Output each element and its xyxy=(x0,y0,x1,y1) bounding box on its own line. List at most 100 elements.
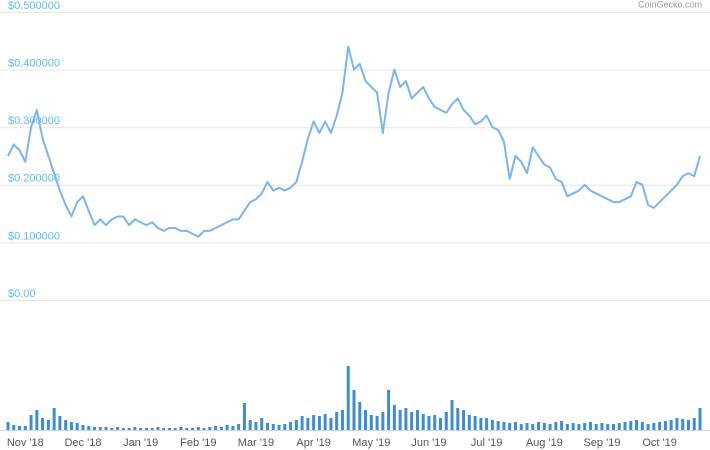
volume-bar xyxy=(260,418,264,430)
x-tick-label: May '19 xyxy=(352,437,390,449)
volume-bar xyxy=(167,428,171,430)
x-tick-label: Nov '18 xyxy=(7,437,44,449)
volume-bar xyxy=(439,418,442,430)
volume-bar xyxy=(248,420,252,430)
volume-bar xyxy=(692,418,696,430)
volume-bar xyxy=(560,421,564,430)
volume-bar xyxy=(64,420,68,430)
x-tick-label: Oct '19 xyxy=(642,437,677,449)
volume-bar xyxy=(144,428,148,430)
volume-bar xyxy=(427,416,431,430)
volume-bar xyxy=(156,427,160,430)
x-tick-label: Sep '19 xyxy=(583,437,620,449)
y-tick-label: $0.500000 xyxy=(8,0,60,12)
volume-bar xyxy=(421,414,425,430)
volume-bar xyxy=(369,415,373,430)
volume-bar xyxy=(173,428,177,430)
volume-bar xyxy=(225,425,229,430)
volume-bar xyxy=(640,422,644,430)
volume-bar xyxy=(364,410,368,430)
volume-bar xyxy=(35,410,39,430)
volume-bar xyxy=(323,414,327,430)
volume-bar xyxy=(254,422,258,430)
volume-bar xyxy=(387,390,391,430)
volume-bar xyxy=(571,423,575,430)
volume-bar xyxy=(242,403,246,430)
volume-bar xyxy=(577,424,581,430)
volume-bar xyxy=(277,425,281,430)
volume-bar xyxy=(594,424,598,430)
y-tick-label: $0.200000 xyxy=(8,173,60,185)
volume-bar xyxy=(531,424,535,430)
x-tick-label: Dec '18 xyxy=(64,437,101,449)
volume-bar xyxy=(663,421,667,430)
volume-bar xyxy=(75,423,79,430)
volume-bar xyxy=(12,425,16,430)
volume-bar xyxy=(23,426,27,430)
volume-bar xyxy=(375,416,379,430)
x-tick-label: Apr '19 xyxy=(296,437,331,449)
volume-bar xyxy=(519,424,523,430)
volume-bar xyxy=(104,427,108,430)
volume-bar xyxy=(537,422,541,430)
volume-bar xyxy=(686,420,690,430)
volume-bar xyxy=(87,426,91,430)
volume-bar xyxy=(450,400,454,430)
volume-bar xyxy=(116,427,120,430)
volume-bar xyxy=(208,427,212,430)
volume-bar xyxy=(271,424,275,430)
x-tick-label: Aug '19 xyxy=(526,437,563,449)
volume-bar xyxy=(150,428,154,430)
y-tick-label: $0.400000 xyxy=(8,58,60,70)
volume-bar xyxy=(266,423,269,430)
volume-bar xyxy=(18,426,22,430)
volume-bar xyxy=(317,416,321,430)
volume-bar xyxy=(392,405,396,430)
volume-bar xyxy=(162,428,166,430)
volume-bar xyxy=(219,427,223,430)
volume-bar xyxy=(525,423,529,430)
volume-bar xyxy=(456,408,460,430)
x-tick-label: Jul '19 xyxy=(471,437,502,449)
volume-bar xyxy=(231,426,235,430)
volume-bar xyxy=(329,418,333,430)
volume-bar xyxy=(6,422,10,430)
y-tick-label: $0.100000 xyxy=(8,230,60,242)
volume-bar xyxy=(69,422,73,430)
volume-bar xyxy=(513,422,517,430)
volume-bar xyxy=(629,421,633,430)
volume-bar xyxy=(404,408,408,430)
volume-bar xyxy=(433,415,437,430)
volume-bar xyxy=(346,366,350,430)
volume-bar xyxy=(473,416,477,430)
volume-bar xyxy=(312,415,316,430)
y-tick-label: $0.00 xyxy=(8,288,36,300)
volume-bar xyxy=(617,423,621,430)
volume-bar xyxy=(237,424,241,430)
volume-bar xyxy=(335,412,339,430)
volume-bar xyxy=(681,419,685,430)
volume-bar xyxy=(127,428,131,430)
volume-bar xyxy=(133,427,137,430)
volume-bar xyxy=(93,427,96,430)
volume-bar xyxy=(121,428,125,430)
x-tick-label: Feb '19 xyxy=(180,437,216,449)
volume-bar xyxy=(485,418,489,430)
volume-bar xyxy=(669,420,673,430)
volume-bar xyxy=(467,415,471,430)
volume-bar xyxy=(41,418,45,430)
volume-bar xyxy=(496,421,500,430)
volume-bar xyxy=(98,427,102,430)
volume-bar xyxy=(462,410,466,430)
volume-bar xyxy=(289,422,293,430)
volume-bar xyxy=(191,428,195,430)
volume-bar xyxy=(612,424,615,430)
volume-bar xyxy=(294,420,298,430)
volume-bar xyxy=(179,427,183,430)
volume-bar xyxy=(646,424,650,430)
volume-bar xyxy=(565,424,569,430)
volume-bar xyxy=(306,418,310,430)
volume-bar xyxy=(542,423,546,430)
volume-bar xyxy=(623,422,627,430)
